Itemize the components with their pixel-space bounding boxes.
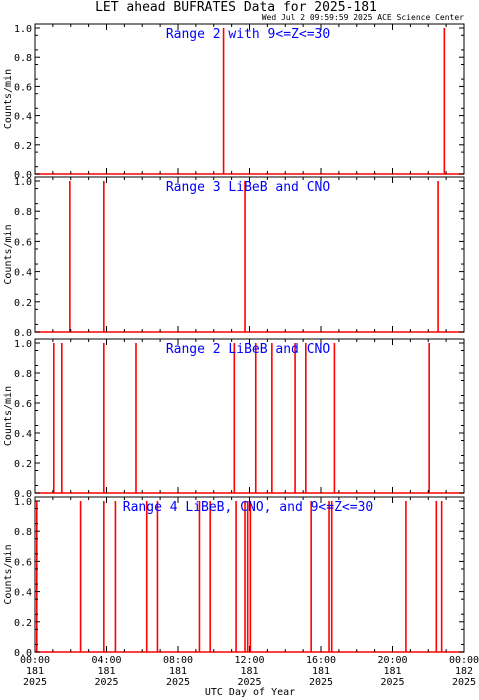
y-tick-label: 0.4 xyxy=(14,268,32,279)
y-tick-label: 0.6 xyxy=(14,82,32,93)
panel-1: 0.0 0.2 0.4 0.6 0.8 1.0 Counts/min Range 2 with… xyxy=(3,23,465,181)
panel-frame xyxy=(34,176,465,333)
x-tick-year-label: 2025 xyxy=(237,677,261,688)
panel-label: Range 3 LiBeB and CNO xyxy=(166,180,331,195)
x-tick-time-label: 00:00 xyxy=(449,655,479,666)
panel-frame xyxy=(34,338,465,494)
y-tick-label: 0.0 xyxy=(14,328,32,339)
panel-4: 0.0 0.2 0.4 0.6 0.8 1.0 Counts/min Range 4 LiBe… xyxy=(3,496,465,659)
y-tick-label: 1.0 xyxy=(14,177,32,188)
y-axis-label: Counts/min xyxy=(3,544,14,604)
x-tick-time-label: 00:00 xyxy=(20,655,50,666)
x-tick-time-label: 12:00 xyxy=(234,655,264,666)
y-axis-label: Counts/min xyxy=(3,386,14,446)
y-tick-label: 1.0 xyxy=(14,339,32,350)
y-tick-label: 0.2 xyxy=(14,618,32,629)
timestamp-text: Wed Jul 2 09:59:59 2025 ACE Science Cent… xyxy=(262,13,464,22)
x-tick-year-label: 2025 xyxy=(380,677,404,688)
y-axis-label: Counts/min xyxy=(3,224,14,284)
panel-3: 0.0 0.2 0.4 0.6 0.8 1.0 Counts/min Range 2 LiBe… xyxy=(3,338,465,500)
x-tick-day-label: 181 xyxy=(97,666,115,677)
panel-label: Range 2 LiBeB and CNO xyxy=(166,342,331,357)
panels-group: 0.0 0.2 0.4 0.6 0.8 1.0 Counts/min Range 2 with… xyxy=(3,23,465,659)
x-tick-time-label: 16:00 xyxy=(306,655,336,666)
x-tick-day-label: 181 xyxy=(383,666,401,677)
panel-frame xyxy=(34,496,465,653)
y-tick-label: 0.6 xyxy=(14,399,32,410)
y-tick-label: 0.6 xyxy=(14,237,32,248)
y-tick-label: 0.2 xyxy=(14,141,32,152)
y-tick-label: 0.0 xyxy=(14,170,32,181)
y-tick-label: 1.0 xyxy=(14,24,32,35)
x-axis-labels: 00:00181202504:00181202508:00181202512:0… xyxy=(20,655,479,688)
panel-2: 0.0 0.2 0.4 0.6 0.8 1.0 Counts/min Range 3 LiBe… xyxy=(3,176,465,339)
y-tick-label: 0.2 xyxy=(14,298,32,309)
x-tick-day-label: 181 xyxy=(169,666,187,677)
x-tick-year-label: 2025 xyxy=(309,677,333,688)
panel-label: Range 4 LiBeB, CNO, and 9<=Z<=30 xyxy=(123,500,373,515)
x-axis-title: UTC Day of Year xyxy=(205,687,295,698)
x-tick-year-label: 2025 xyxy=(94,677,118,688)
y-tick-label: 0.6 xyxy=(14,557,32,568)
x-tick-year-label: 2025 xyxy=(452,677,476,688)
figure-title: LET ahead BUFRATES Data for 2025-181 xyxy=(95,0,377,15)
panel-label: Range 2 with 9<=Z<=30 xyxy=(166,27,330,42)
y-tick-label: 0.2 xyxy=(14,459,32,470)
y-tick-label: 0.8 xyxy=(14,53,32,64)
y-tick-label: 0.8 xyxy=(14,369,32,380)
x-tick-time-label: 08:00 xyxy=(163,655,193,666)
y-tick-label: 0.8 xyxy=(14,207,32,218)
x-tick-day-label: 181 xyxy=(312,666,330,677)
y-tick-label: 0.0 xyxy=(14,489,32,500)
x-tick-day-label: 182 xyxy=(455,666,473,677)
x-tick-year-label: 2025 xyxy=(166,677,190,688)
y-tick-label: 0.4 xyxy=(14,112,32,123)
x-tick-day-label: 181 xyxy=(26,666,44,677)
x-tick-year-label: 2025 xyxy=(23,677,47,688)
x-tick-day-label: 181 xyxy=(240,666,258,677)
x-tick-time-label: 04:00 xyxy=(91,655,121,666)
y-tick-label: 0.0 xyxy=(14,648,32,659)
y-tick-label: 0.8 xyxy=(14,527,32,538)
y-tick-label: 0.4 xyxy=(14,429,32,440)
x-tick-time-label: 20:00 xyxy=(377,655,407,666)
panel-frame xyxy=(34,23,465,175)
y-tick-label: 1.0 xyxy=(14,497,32,508)
y-tick-label: 0.4 xyxy=(14,588,32,599)
y-axis-label: Counts/min xyxy=(3,69,14,129)
